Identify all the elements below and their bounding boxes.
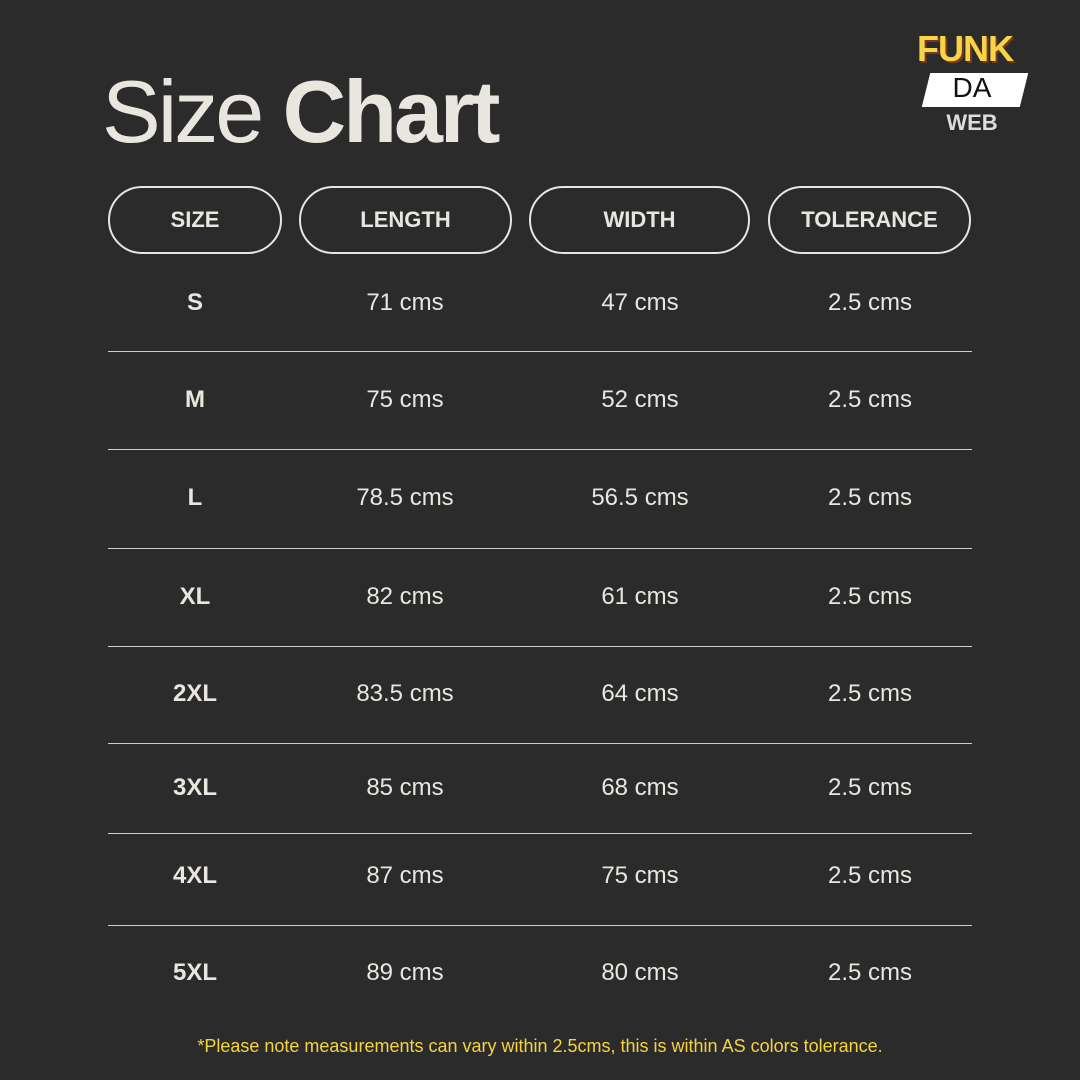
cell-tolerance: 2.5 cms [827,774,913,801]
row-divider [108,646,972,647]
cell-tolerance: 2.5 cms [827,680,913,707]
brand-logo: FUNK DA WEB [912,28,1032,138]
cell-tolerance: 2.5 cms [827,289,913,316]
cell-length: 87 cms [366,862,444,889]
cell-size: 2XL [172,680,218,707]
row-divider [108,449,972,450]
cell-width: 64 cms [601,680,679,707]
cell-length: 75 cms [366,386,444,413]
cell-size: S [186,289,204,316]
cell-width: 68 cms [601,774,679,801]
cell-length: 85 cms [366,774,444,801]
row-divider [108,548,972,549]
cell-length: 82 cms [366,583,444,610]
title-bold: Chart [282,62,501,161]
cell-tolerance: 2.5 cms [827,862,913,889]
cell-tolerance: 2.5 cms [827,386,913,413]
cell-length: 83.5 cms [356,680,454,707]
title-light: Size [102,62,264,161]
cell-size: 5XL [172,959,218,986]
header-width: WIDTH [529,186,750,254]
cell-tolerance: 2.5 cms [827,484,913,511]
cell-width: 47 cms [601,289,679,316]
cell-width: 75 cms [601,862,679,889]
cell-tolerance: 2.5 cms [827,959,913,986]
cell-size: 3XL [172,774,218,801]
cell-length: 89 cms [366,959,444,986]
row-divider [108,833,972,834]
header-tolerance: TOLERANCE [768,186,971,254]
logo-funk: FUNK [917,28,1014,69]
header-length: LENGTH [299,186,512,254]
cell-width: 52 cms [601,386,679,413]
row-divider [108,351,972,352]
cell-size: XL [179,583,211,610]
cell-length: 78.5 cms [356,484,454,511]
cell-size: L [187,484,203,511]
cell-width: 80 cms [601,959,679,986]
cell-width: 56.5 cms [591,484,689,511]
logo-web: WEB [946,110,998,135]
footnote: *Please note measurements can vary withi… [197,1036,883,1056]
row-divider [108,925,972,926]
page-title: Size Chart [102,62,501,162]
header-size: SIZE [108,186,282,254]
logo-da: DA [952,72,992,103]
cell-size: 4XL [172,862,218,889]
cell-length: 71 cms [366,289,444,316]
cell-width: 61 cms [601,583,679,610]
cell-tolerance: 2.5 cms [827,583,913,610]
row-divider [108,743,972,744]
cell-size: M [185,386,205,413]
